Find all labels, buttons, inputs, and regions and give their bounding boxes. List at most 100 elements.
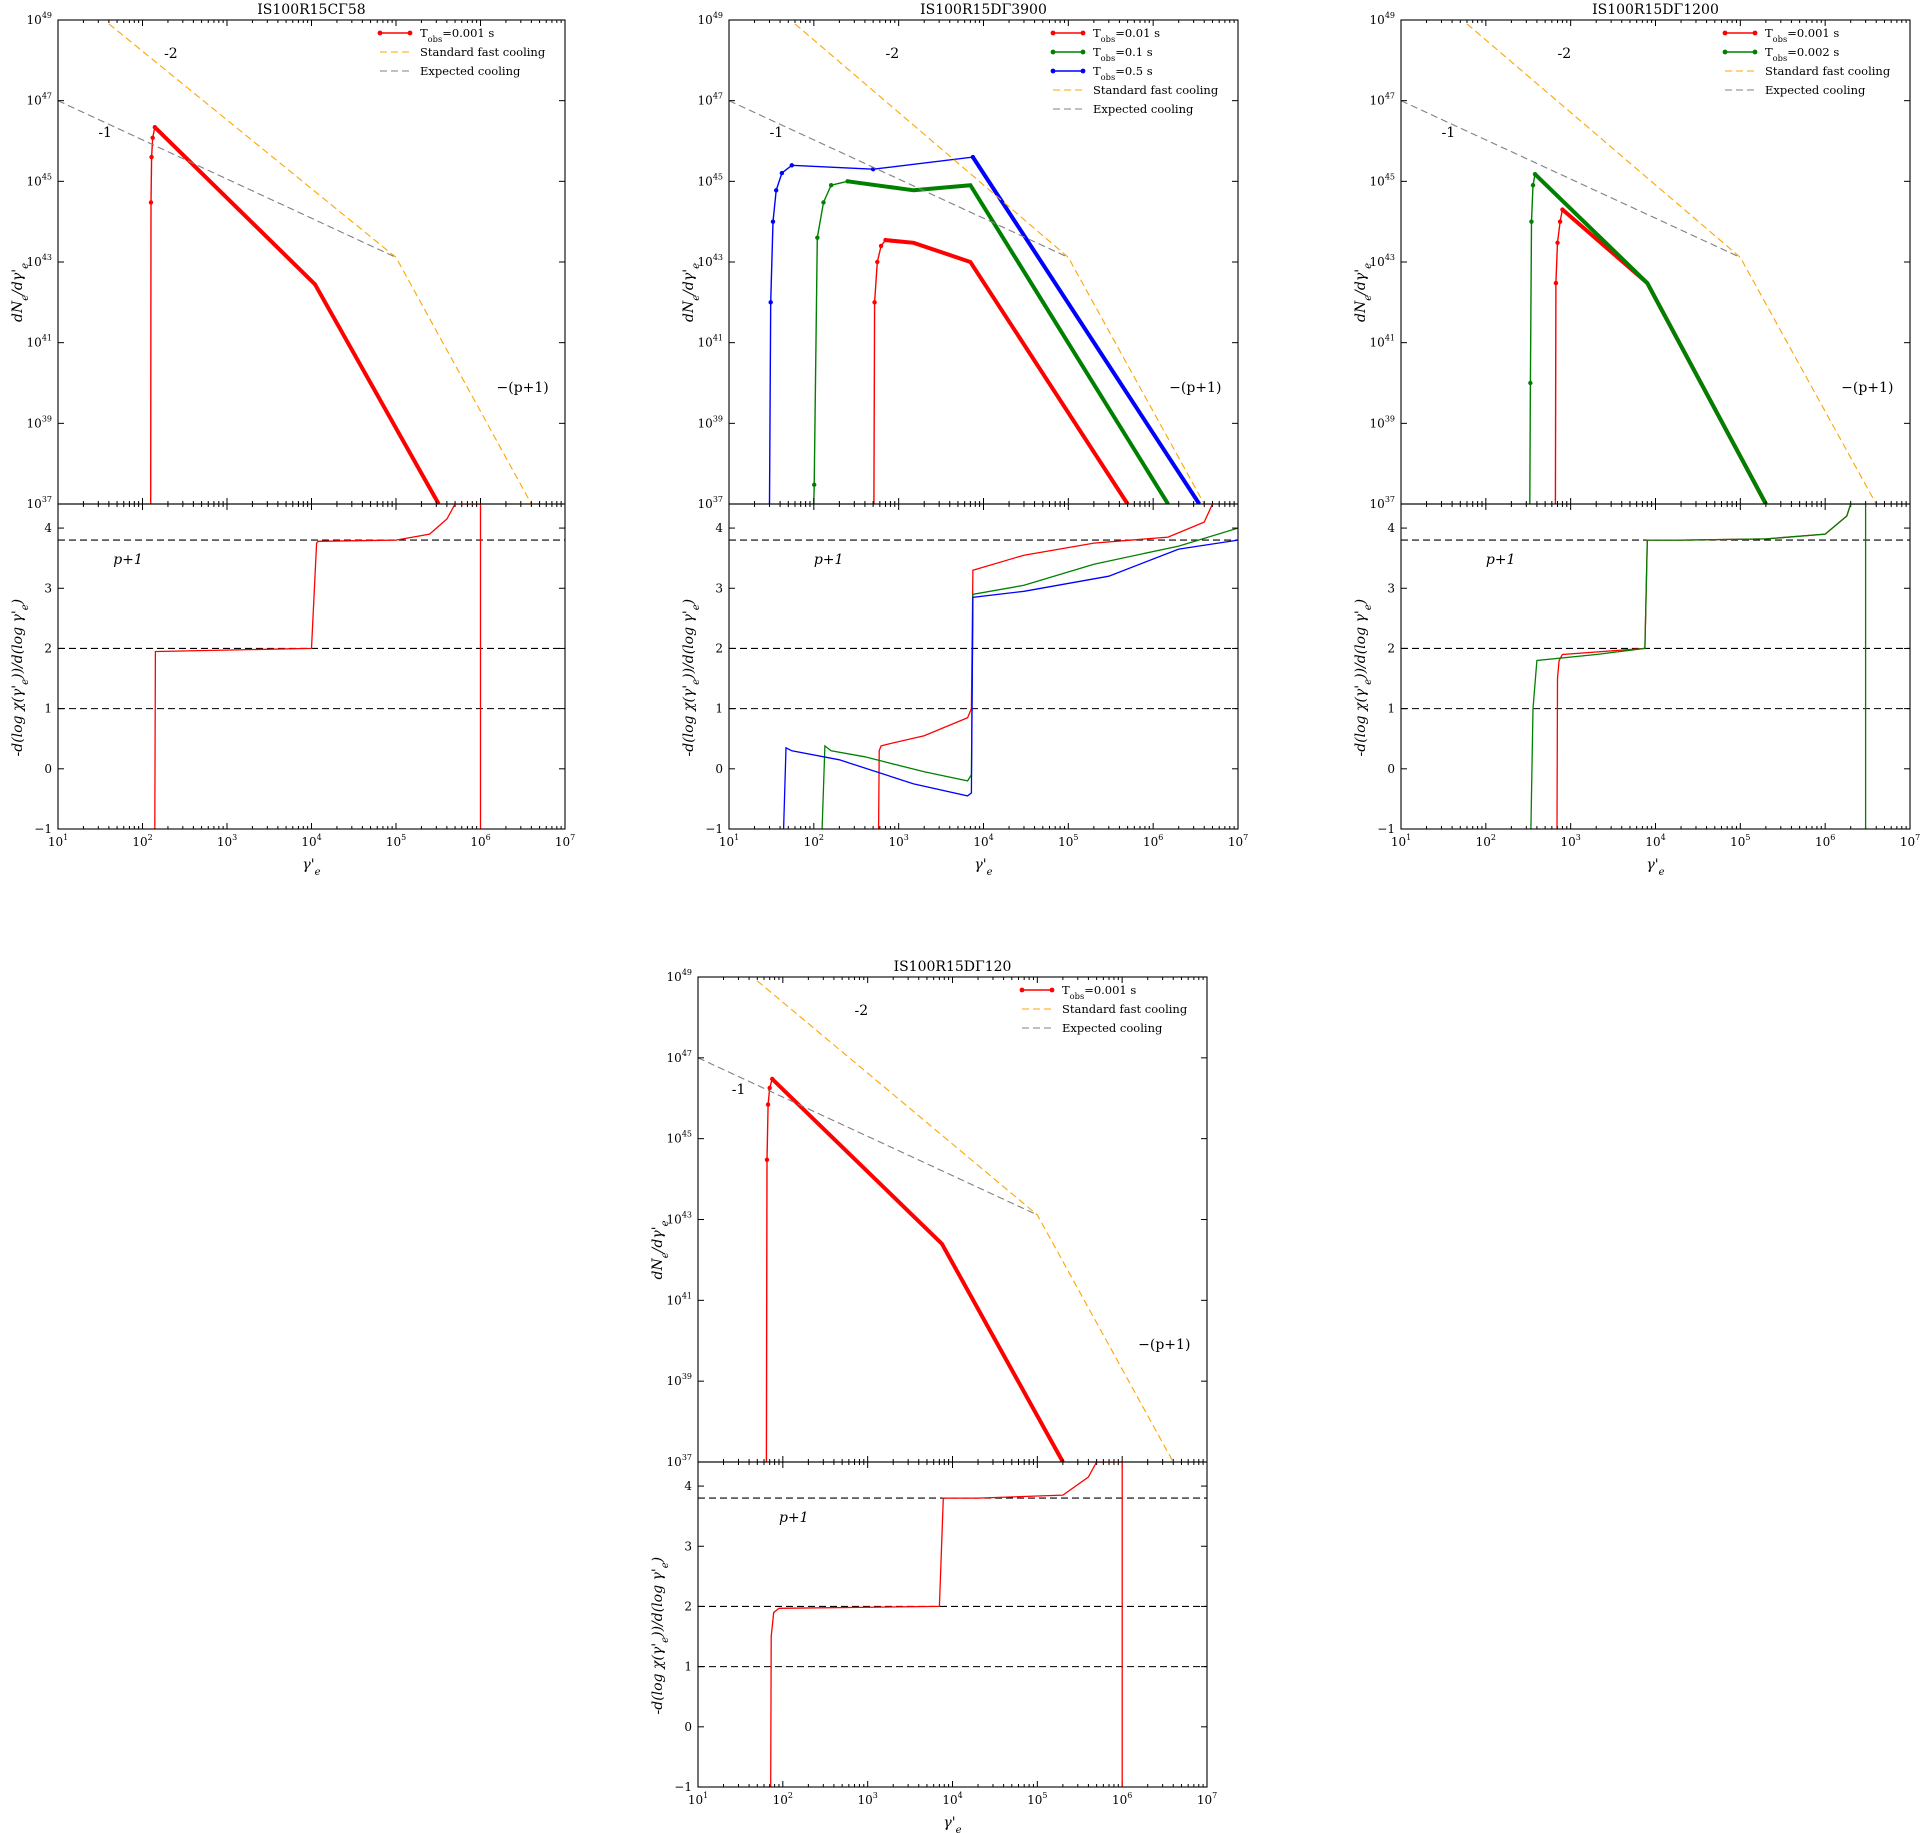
slope-series-1 — [770, 1462, 1123, 1787]
data-point — [875, 259, 880, 265]
legend-marker — [1752, 30, 1758, 36]
lower-ytick-label: 4 — [1387, 521, 1395, 535]
lower-ytick-label: 2 — [44, 641, 52, 655]
legend-marker — [1722, 49, 1728, 55]
subscript: obs — [1101, 34, 1116, 44]
lower-ytick-label: 1 — [44, 702, 52, 716]
xtick-label: 103 — [1560, 833, 1580, 849]
tick-exponent: 5 — [1745, 833, 1750, 842]
tick-base: 10 — [1560, 835, 1575, 849]
tick-exponent: 39 — [682, 1372, 692, 1381]
text-run: =0.002 s — [1787, 45, 1839, 59]
text-run: =0.001 s — [442, 26, 494, 40]
xtick-label: 106 — [1112, 1791, 1132, 1807]
slope-series-1 — [154, 504, 482, 829]
subscript: e — [660, 1637, 671, 1643]
annotation-slope-minus2: -2 — [886, 46, 900, 62]
text-run: T — [420, 26, 428, 40]
text-run: ))/d(log γ' — [1353, 610, 1369, 680]
tick-exponent: 6 — [1830, 833, 1835, 842]
tick-exponent: 3 — [232, 833, 237, 842]
legend-label: Tobs=0.002 s — [1765, 45, 1839, 63]
lower-y-axis-label: -d(log χ(γ'e))/d(log γ'e) — [1353, 599, 1374, 757]
tick-base: 10 — [27, 497, 42, 511]
tick-base: 10 — [1370, 174, 1385, 188]
tick-base: 10 — [1058, 835, 1073, 849]
data-point — [883, 237, 888, 243]
legend-marker — [1019, 987, 1025, 993]
legend-label: Tobs=0.5 s — [1093, 64, 1153, 82]
upper-ytick-label: 1049 — [27, 11, 52, 27]
xtick-label: 102 — [804, 833, 824, 849]
tick-base: 10 — [1112, 1793, 1127, 1807]
subscript: e — [1363, 263, 1374, 269]
xtick-label: 104 — [973, 833, 993, 849]
tick-exponent: 43 — [1385, 253, 1395, 262]
xtick-label: 102 — [1476, 833, 1496, 849]
legend-marker — [1049, 987, 1055, 993]
tick-exponent: 45 — [1385, 172, 1395, 181]
tick-exponent: 37 — [1385, 495, 1395, 504]
text-run: T — [1093, 64, 1101, 78]
series-line-1 — [765, 1077, 1064, 1462]
tick-exponent: 5 — [401, 833, 406, 842]
text-run: ) — [681, 599, 697, 605]
subscript: obs — [1773, 53, 1788, 63]
lower-ytick-label: 3 — [715, 581, 723, 595]
upper-ytick-label: 1041 — [27, 334, 52, 350]
tick-exponent: 7 — [1915, 833, 1920, 842]
text-run: Standard fast cooling — [1093, 83, 1219, 97]
series-thick-1 — [770, 1077, 1065, 1462]
upper-ytick-label: 1047 — [27, 92, 52, 108]
tick-exponent: 45 — [42, 172, 52, 181]
xtick-label: 107 — [1900, 833, 1920, 849]
tick-base: 10 — [1370, 416, 1385, 430]
xtick-label: 101 — [688, 1791, 708, 1807]
series-line-3 — [58, 100, 397, 258]
data-point — [878, 243, 884, 249]
series-thick-2 — [1533, 172, 1768, 504]
tick-exponent: 45 — [682, 1130, 692, 1139]
upper-ytick-label: 1041 — [698, 334, 723, 350]
legend-label: Standard fast cooling — [420, 45, 546, 59]
tick-base: 10 — [470, 835, 485, 849]
subscript: e — [1363, 295, 1374, 301]
lower-ytick-label: 0 — [684, 1720, 692, 1734]
tick-base: 10 — [667, 1132, 682, 1146]
legend-marker — [1080, 30, 1086, 36]
subscript: e — [1363, 604, 1374, 610]
tick-exponent: 4 — [317, 833, 322, 842]
tick-exponent: 41 — [42, 334, 52, 343]
series-line-2 — [1529, 172, 1767, 504]
series-line-4 — [1401, 100, 1741, 258]
tick-exponent: 41 — [713, 334, 723, 343]
xtick-label: 105 — [386, 833, 406, 849]
legend-label: Standard fast cooling — [1765, 64, 1891, 78]
legend-marker — [1050, 49, 1056, 55]
tick-exponent: 47 — [682, 1049, 692, 1058]
text-run: =0.1 s — [1115, 45, 1153, 59]
tick-base: 10 — [1900, 835, 1915, 849]
tick-exponent: 49 — [713, 11, 723, 20]
text-run: ) — [10, 599, 26, 605]
data-point — [1529, 219, 1534, 224]
subscript: e — [660, 1252, 671, 1258]
tick-base: 10 — [1027, 1793, 1042, 1807]
tick-base: 10 — [1197, 1793, 1212, 1807]
subscript: e — [1363, 679, 1374, 685]
tick-exponent: 7 — [570, 833, 575, 842]
tick-exponent: 41 — [682, 1291, 692, 1300]
subscript: obs — [1773, 34, 1788, 44]
legend-label: Standard fast cooling — [1093, 83, 1219, 97]
text-run: -d(log χ(γ' — [1353, 685, 1369, 757]
text-run: T — [1093, 45, 1101, 59]
upper-ytick-label: 1041 — [667, 1291, 692, 1307]
legend-label: Tobs=0.1 s — [1093, 45, 1153, 63]
annotation-p-plus-1: p+1 — [113, 552, 143, 568]
tick-base: 10 — [132, 835, 147, 849]
tick-base: 10 — [386, 835, 401, 849]
slope-series-1 — [877, 504, 1214, 829]
lower-plot-area — [58, 504, 565, 829]
text-run: Expected cooling — [1093, 102, 1194, 116]
lower-ytick-label: −1 — [674, 1780, 692, 1794]
